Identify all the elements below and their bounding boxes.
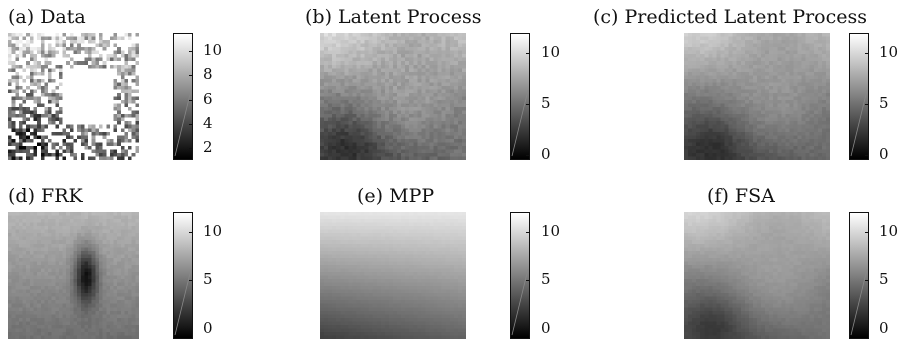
colorbar	[173, 33, 193, 160]
colorbar-tick-mark	[189, 99, 193, 101]
colorbar-tick-mark	[189, 231, 193, 233]
heatmap-image	[684, 33, 830, 160]
colorbar-tick-mark	[526, 154, 530, 156]
colorbar-tick-label: 2	[203, 137, 213, 156]
panel-title: (e) MPP	[357, 185, 435, 207]
colorbar-diagonal	[511, 90, 529, 157]
colorbar-tick-label: 10	[541, 43, 561, 62]
heatmap-image	[8, 212, 139, 339]
colorbar-diagonal	[174, 90, 192, 157]
colorbar-tick-mark	[189, 329, 193, 331]
colorbar-tick-mark	[189, 147, 193, 149]
colorbar-tick-mark	[865, 280, 869, 282]
colorbar	[510, 33, 530, 160]
colorbar-tick-label: 5	[541, 94, 551, 113]
colorbar-tick-mark	[865, 329, 869, 331]
colorbar-diagonal-line	[850, 269, 868, 336]
colorbar-tick-label: 5	[203, 270, 213, 289]
colorbar-tick-label: 10	[879, 43, 899, 62]
colorbar-diagonal-line	[174, 269, 192, 336]
colorbar-tick-label: 10	[541, 221, 561, 240]
colorbar	[173, 212, 193, 339]
panel-title: (a) Data	[8, 6, 86, 28]
colorbar-tick-mark	[526, 104, 530, 106]
colorbar-diagonal	[850, 269, 868, 336]
colorbar-tick-label: 10	[879, 221, 899, 240]
colorbar-diagonal	[174, 269, 192, 336]
colorbar-tick-label: 8	[203, 65, 213, 84]
colorbar-tick-mark	[189, 123, 193, 125]
colorbar-tick-mark	[189, 280, 193, 282]
colorbar-tick-mark	[865, 104, 869, 106]
colorbar-tick-label: 10	[203, 41, 223, 60]
colorbar-tick-mark	[526, 231, 530, 233]
colorbar-diagonal-line	[511, 269, 529, 336]
colorbar-tick-label: 0	[203, 319, 213, 338]
colorbar-diagonal-line	[850, 90, 868, 157]
colorbar-tick-label: 5	[879, 270, 889, 289]
colorbar-tick-mark	[189, 51, 193, 53]
heatmap-image	[320, 212, 466, 339]
colorbar-tick-label: 0	[879, 319, 889, 338]
panel-title: (b) Latent Process	[305, 6, 482, 28]
panel-title: (c) Predicted Latent Process	[593, 6, 868, 28]
colorbar	[849, 33, 869, 160]
panel-title: (f) FSA	[707, 185, 775, 207]
colorbar-tick-mark	[189, 75, 193, 77]
colorbar-tick-mark	[865, 154, 869, 156]
colorbar-tick-label: 5	[541, 270, 551, 289]
colorbar-diagonal-line	[511, 90, 529, 157]
colorbar-diagonal	[511, 269, 529, 336]
colorbar-tick-mark	[526, 53, 530, 55]
colorbar-tick-label: 0	[541, 319, 551, 338]
heatmap-image	[684, 212, 830, 339]
colorbar-diagonal	[850, 90, 868, 157]
panel-title: (d) FRK	[8, 185, 83, 207]
colorbar-tick-mark	[526, 329, 530, 331]
colorbar-tick-mark	[526, 280, 530, 282]
colorbar-tick-label: 0	[541, 144, 551, 163]
colorbar-tick-mark	[865, 231, 869, 233]
colorbar-tick-label: 10	[203, 221, 223, 240]
colorbar-tick-label: 0	[879, 144, 889, 163]
colorbar-tick-label: 4	[203, 113, 213, 132]
colorbar-tick-mark	[865, 53, 869, 55]
colorbar-tick-label: 6	[203, 89, 213, 108]
colorbar-tick-label: 5	[879, 94, 889, 113]
colorbar-diagonal-line	[174, 90, 192, 157]
heatmap-image	[320, 33, 466, 160]
heatmap-image	[8, 33, 139, 160]
colorbar	[510, 212, 530, 339]
colorbar	[849, 212, 869, 339]
